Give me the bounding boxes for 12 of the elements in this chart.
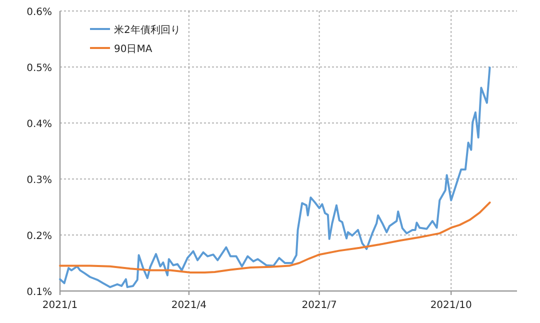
- legend-label: 米2年債利回り: [114, 24, 180, 36]
- y-tick-label: 0.2%: [26, 231, 52, 242]
- legend-label: 90日MA: [114, 44, 152, 55]
- x-tick-label: 2021/10: [430, 300, 472, 311]
- y-tick-label: 0.5%: [26, 63, 52, 74]
- x-tick-label: 2021/7: [302, 300, 337, 311]
- x-tick-label: 2021/1: [42, 300, 78, 311]
- y-tick-label: 0.6%: [26, 7, 52, 18]
- y-tick-label: 0.4%: [26, 119, 52, 130]
- y-tick-label: 0.1%: [26, 287, 52, 298]
- x-tick-label: 2021/4: [171, 300, 207, 311]
- y-tick-label: 0.3%: [26, 175, 52, 186]
